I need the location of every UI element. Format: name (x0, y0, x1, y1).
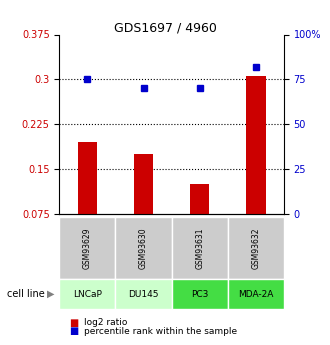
Text: GSM93631: GSM93631 (195, 228, 204, 269)
Text: LNCaP: LNCaP (73, 289, 102, 299)
Bar (78, 142, 97, 214)
Text: GSM93630: GSM93630 (139, 228, 148, 269)
Text: PC3: PC3 (191, 289, 208, 299)
Text: log2 ratio: log2 ratio (84, 318, 127, 327)
Text: MDA-2A: MDA-2A (238, 289, 274, 299)
Text: percentile rank within the sample: percentile rank within the sample (84, 327, 237, 336)
Text: GSM93632: GSM93632 (251, 228, 260, 269)
Text: GSM93629: GSM93629 (83, 228, 92, 269)
Text: ■: ■ (69, 318, 79, 327)
Text: DU145: DU145 (128, 289, 159, 299)
Text: ■: ■ (69, 326, 79, 336)
Text: GDS1697 / 4960: GDS1697 / 4960 (114, 21, 216, 34)
Text: ▶: ▶ (48, 289, 55, 299)
Text: cell line: cell line (7, 289, 44, 299)
Bar (246, 76, 266, 214)
Bar (190, 184, 210, 214)
Bar (134, 154, 153, 214)
